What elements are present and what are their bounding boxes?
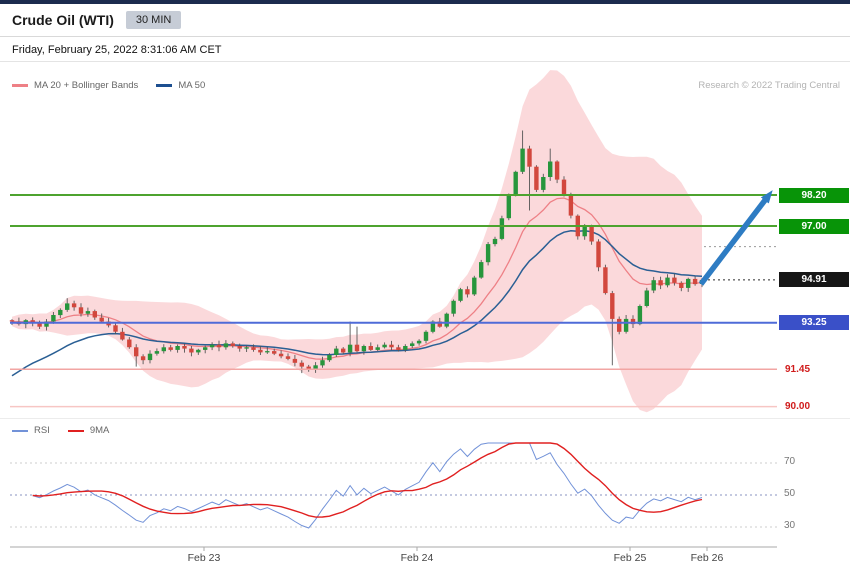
rsi-lines	[32, 442, 703, 529]
price-label-support-91-45: 91.45	[785, 363, 811, 375]
price-levels	[10, 194, 778, 408]
rsi-tick-70: 70	[784, 456, 796, 467]
panel-divider	[0, 418, 850, 419]
price-label-resistance-98-20: 98.20	[779, 187, 849, 203]
ma50-label: MA 50	[178, 80, 206, 91]
x-axis-label-feb-25: Feb 25	[613, 552, 647, 564]
ma20-bollinger-label: MA 20 + Bollinger Bands	[34, 80, 139, 91]
rsi-ma9-label: 9MA	[89, 425, 110, 436]
candlesticks	[9, 130, 705, 374]
rsi-legend: RSI 9MA	[12, 425, 109, 436]
top-accent-bar	[0, 0, 850, 4]
rsi-gridlines	[10, 462, 777, 528]
chart-datetime: Friday, February 25, 2022 8:31:06 AM CET	[0, 38, 850, 62]
research-credit: Research © 2022 Trading Central	[698, 80, 840, 91]
x-axis-label-feb-24: Feb 24	[400, 552, 434, 564]
rsi-label: RSI	[34, 425, 50, 436]
main-chart-legend: MA 20 + Bollinger Bands MA 50	[12, 80, 205, 91]
timeframe-badge: 30 MIN	[125, 11, 182, 29]
ma50-swatch	[156, 84, 173, 87]
price-label-resistance-97-00: 97.00	[779, 218, 849, 234]
rsi-ma9-swatch	[67, 429, 84, 432]
rsi-tick-30: 30	[784, 520, 796, 531]
price-label-last-94-91: 94.91	[779, 272, 849, 288]
price-label-support-90-00: 90.00	[785, 401, 811, 413]
rsi-tick-50: 50	[784, 488, 796, 499]
x-axis-label-feb-23: Feb 23	[187, 552, 221, 564]
forecast-annotations	[698, 190, 778, 286]
header-bar: Crude Oil (WTI) 30 MIN	[0, 4, 850, 37]
ma20-bollinger-swatch	[12, 84, 28, 87]
price-label-support-93-25: 93.25	[779, 315, 849, 331]
instrument-title: Crude Oil (WTI)	[12, 12, 114, 28]
x-axis	[10, 546, 777, 551]
rsi-swatch	[12, 429, 28, 432]
x-axis-label-feb-26: Feb 26	[690, 552, 724, 564]
moving-averages	[11, 197, 703, 377]
